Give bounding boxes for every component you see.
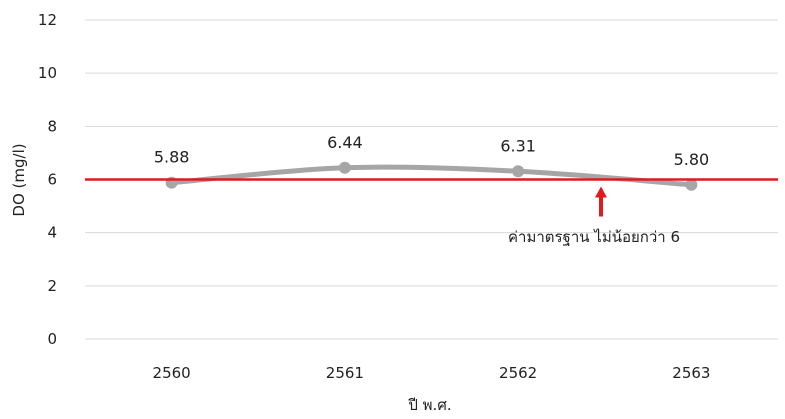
data-point-2563 <box>685 178 698 191</box>
y-tick-label: 4 <box>47 224 57 242</box>
x-tick-labels: 2560 2561 2562 2563 <box>153 364 711 382</box>
series-layer <box>165 161 698 191</box>
y-tick-label: 12 <box>38 11 57 29</box>
y-tick-label: 8 <box>47 117 57 135</box>
y-tick-label: 0 <box>47 330 57 348</box>
x-tick-label: 2561 <box>326 364 364 382</box>
data-label: 6.31 <box>500 136 536 155</box>
standard-annotation: ค่ามาตรฐาน ไม่น้อยกว่า 6 <box>508 186 680 246</box>
y-tick-labels: 0 2 4 6 8 10 12 <box>38 11 57 348</box>
y-tick-label: 2 <box>47 277 57 295</box>
x-tick-label: 2563 <box>672 364 710 382</box>
y-axis-title: DO (mg/l) <box>10 143 28 216</box>
data-label: 5.80 <box>674 150 710 169</box>
data-labels: 5.88 6.44 6.31 5.80 <box>154 133 709 169</box>
data-label: 6.44 <box>327 133 363 152</box>
annotation-arrow <box>595 186 607 217</box>
x-axis-title: ปี พ.ศ. <box>407 396 451 414</box>
x-tick-label: 2562 <box>499 364 537 382</box>
data-point-2562 <box>512 165 525 178</box>
x-tick-label: 2560 <box>153 364 191 382</box>
data-point-2561 <box>338 161 351 174</box>
y-tick-label: 6 <box>47 171 57 189</box>
data-label: 5.88 <box>154 148 190 167</box>
annotation-text: ค่ามาตรฐาน ไม่น้อยกว่า 6 <box>508 228 680 246</box>
series-line <box>169 164 694 188</box>
y-tick-label: 10 <box>38 64 57 82</box>
